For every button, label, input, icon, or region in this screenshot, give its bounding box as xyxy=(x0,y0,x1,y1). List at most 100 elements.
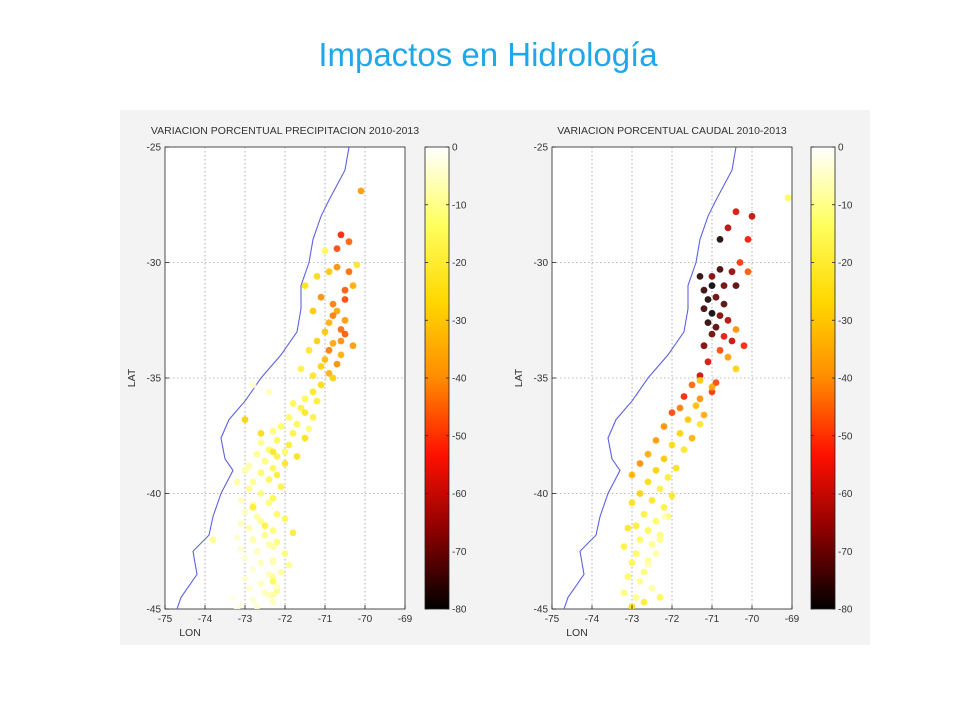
data-point xyxy=(648,584,656,592)
data-point xyxy=(732,282,740,289)
data-point xyxy=(680,446,688,453)
data-point xyxy=(696,273,704,280)
data-point xyxy=(305,346,313,354)
data-point xyxy=(632,550,640,557)
colorbar-tick-label: -30 xyxy=(452,316,467,327)
data-point xyxy=(257,559,265,567)
data-point xyxy=(668,492,676,500)
data-point xyxy=(341,296,349,303)
data-point xyxy=(237,601,245,608)
data-point xyxy=(720,282,728,289)
y-tick-label: -35 xyxy=(534,374,549,385)
data-point xyxy=(333,307,341,315)
data-point xyxy=(636,577,644,585)
x-axis-label: LON xyxy=(566,627,588,639)
colorbar-tick-label: -80 xyxy=(838,605,853,616)
data-point xyxy=(233,534,241,541)
y-tick-label: -25 xyxy=(534,143,549,154)
data-point xyxy=(289,400,297,407)
data-point xyxy=(620,543,628,550)
data-point xyxy=(696,376,704,384)
data-point xyxy=(628,559,636,567)
coastline-line xyxy=(176,147,350,609)
data-point xyxy=(277,568,285,576)
data-point xyxy=(269,494,277,502)
data-point xyxy=(301,434,309,442)
data-point xyxy=(676,404,684,412)
x-tick-label: -73 xyxy=(625,614,640,625)
data-point xyxy=(269,464,277,472)
data-point xyxy=(708,282,716,289)
data-point xyxy=(253,547,261,555)
data-point xyxy=(281,460,289,467)
data-point xyxy=(257,469,265,477)
data-point xyxy=(700,305,708,313)
data-point xyxy=(736,259,744,266)
colorbar-tick-label: -50 xyxy=(838,431,853,442)
data-point xyxy=(672,464,680,472)
data-point xyxy=(277,483,285,490)
data-point xyxy=(277,423,285,430)
data-point xyxy=(341,286,349,294)
colorbar-tick-label: 0 xyxy=(838,143,844,154)
data-point xyxy=(636,460,644,467)
data-point xyxy=(624,573,632,581)
data-point xyxy=(321,328,329,336)
x-tick-label: -69 xyxy=(785,614,800,625)
data-point xyxy=(640,510,648,518)
y-tick-label: -45 xyxy=(534,605,549,616)
data-point xyxy=(357,187,365,195)
data-point xyxy=(313,337,321,345)
data-point xyxy=(309,388,317,396)
data-point xyxy=(744,236,752,243)
data-point xyxy=(301,282,309,289)
data-point xyxy=(341,316,349,324)
data-point xyxy=(241,575,249,583)
data-point xyxy=(644,478,652,486)
data-point xyxy=(660,504,668,511)
data-point xyxy=(684,416,692,423)
data-point xyxy=(325,370,333,377)
data-point xyxy=(329,339,337,347)
colorbar-tick-label: -50 xyxy=(452,431,467,442)
data-point xyxy=(716,236,724,243)
data-point xyxy=(712,293,720,301)
data-point xyxy=(632,594,640,601)
data-point xyxy=(704,358,712,366)
data-point xyxy=(317,381,325,389)
data-point xyxy=(269,591,277,599)
data-point xyxy=(309,413,317,421)
data-point xyxy=(628,499,636,507)
figure-svg: -75 -74 -73 -72 -71 -70 -69 -25 -30 -35 -40 -45 VARI… xyxy=(126,125,853,639)
data-point xyxy=(301,409,309,416)
data-point xyxy=(269,598,277,606)
data-point xyxy=(317,293,325,301)
data-point xyxy=(273,437,281,444)
data-point xyxy=(708,388,716,396)
data-point xyxy=(636,536,644,544)
data-point xyxy=(309,307,317,315)
data-point xyxy=(317,363,325,370)
y-axis-label: LAT xyxy=(126,368,138,387)
colorbar-tick-label: -60 xyxy=(452,489,467,500)
data-point xyxy=(644,561,652,569)
data-point xyxy=(349,342,357,350)
data-point xyxy=(640,598,648,606)
data-point xyxy=(744,268,752,276)
data-point xyxy=(644,450,652,458)
data-point xyxy=(700,342,708,350)
data-point xyxy=(660,455,668,463)
data-point xyxy=(293,453,301,460)
data-point xyxy=(660,423,668,430)
data-point xyxy=(245,524,253,532)
x-axis-label: LON xyxy=(179,627,201,639)
colorbar-tick-label: -80 xyxy=(452,605,467,616)
data-point xyxy=(668,409,676,416)
data-point xyxy=(269,527,277,534)
data-point xyxy=(337,337,345,345)
data-point xyxy=(237,545,245,553)
data-point xyxy=(708,309,716,317)
data-point xyxy=(708,330,716,338)
data-point xyxy=(313,397,321,405)
data-point xyxy=(269,448,277,456)
